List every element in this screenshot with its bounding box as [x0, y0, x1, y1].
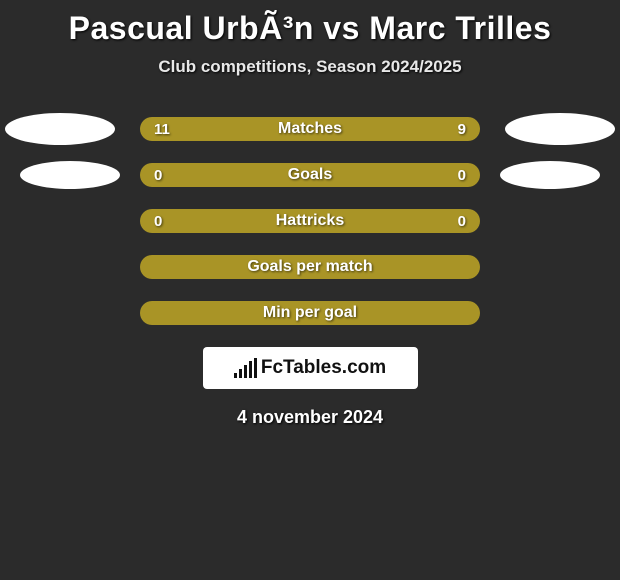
subtitle: Club competitions, Season 2024/2025: [0, 57, 620, 77]
date-text: 4 november 2024: [0, 407, 620, 428]
site-logo: FcTables.com: [203, 347, 418, 389]
right-indicator-ellipse: [500, 161, 600, 189]
stat-row: 0 Hattricks 0: [0, 209, 620, 233]
stat-row: Goals per match: [0, 255, 620, 279]
stat-left-value: 0: [154, 213, 162, 230]
stat-label: Min per goal: [140, 304, 480, 322]
stat-bar: 0 Goals 0: [140, 163, 480, 187]
stat-bar: 0 Hattricks 0: [140, 209, 480, 233]
stat-label: Matches: [140, 120, 480, 138]
stat-right-value: 0: [458, 213, 466, 230]
stat-bar: 11 Matches 9: [140, 117, 480, 141]
stat-label: Goals per match: [140, 258, 480, 276]
stat-left-value: 11: [154, 121, 170, 138]
stat-right-value: 0: [458, 167, 466, 184]
stat-bar: Min per goal: [140, 301, 480, 325]
stat-label: Hattricks: [140, 212, 480, 230]
stat-label: Goals: [140, 166, 480, 184]
stat-row: Min per goal: [0, 301, 620, 325]
left-indicator-ellipse: [5, 113, 115, 145]
page-title: Pascual UrbÃ³n vs Marc Trilles: [0, 10, 620, 47]
stat-bar: Goals per match: [140, 255, 480, 279]
right-indicator-ellipse: [505, 113, 615, 145]
left-indicator-ellipse: [20, 161, 120, 189]
stat-left-value: 0: [154, 167, 162, 184]
stat-rows: 11 Matches 9 0 Goals 0 0 Hattricks 0: [0, 117, 620, 325]
stat-row: 11 Matches 9: [0, 117, 620, 141]
stat-row: 0 Goals 0: [0, 163, 620, 187]
stat-right-value: 9: [458, 121, 466, 138]
logo-bars-icon: [234, 358, 259, 378]
logo-text: FcTables.com: [261, 357, 386, 379]
